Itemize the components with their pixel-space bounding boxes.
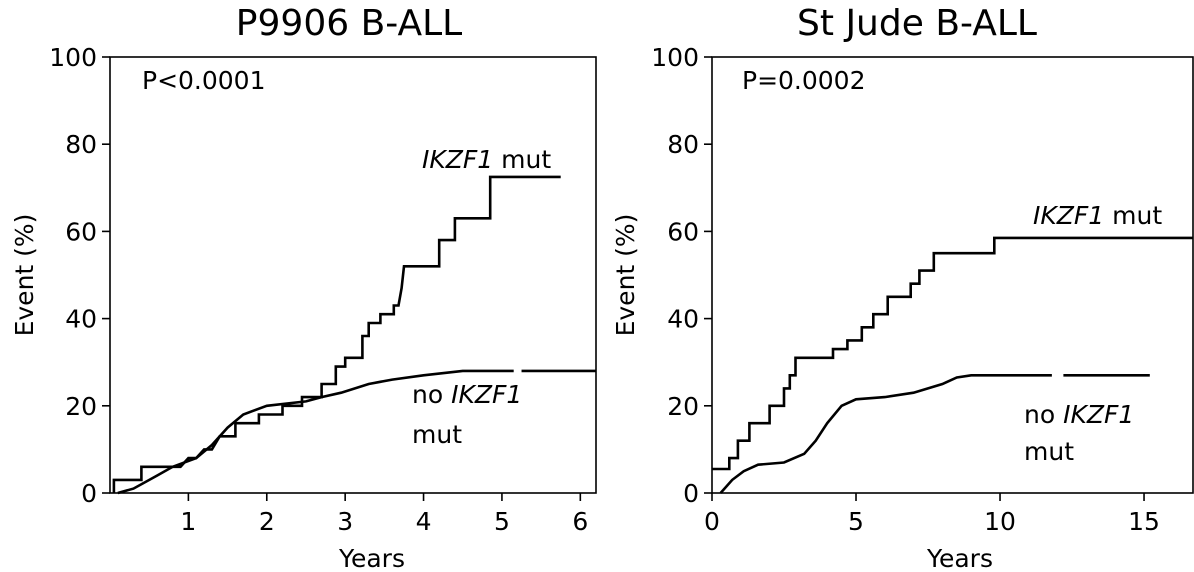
x-tick-label: 4 — [416, 507, 432, 536]
y-tick-label: 60 — [65, 217, 97, 246]
censor-gap — [513, 366, 522, 375]
gene-name: IKZF1 — [451, 380, 522, 409]
plot-frame — [109, 56, 597, 494]
y-axis: 0 20 40 60 80 100 — [49, 43, 110, 508]
y-tick-label: 60 — [667, 217, 699, 246]
label-prefix: no — [412, 380, 451, 409]
x-axis: 0 5 10 15 — [704, 493, 1160, 536]
panel-st-jude: St Jude B-ALL 0 20 40 60 80 100 0 5 10 15 Event … — [611, 3, 1194, 572]
series-label-no-ikzf1-mut-line2: mut — [412, 420, 462, 449]
gene-name: IKZF1 — [1063, 400, 1134, 429]
x-axis-label: Years — [338, 544, 405, 572]
series-label-ikzf1-mut: IKZF1 mut — [422, 145, 551, 174]
label-suffix: mut — [1104, 201, 1162, 230]
series-label-no-ikzf1-mut-line2: mut — [1024, 437, 1074, 466]
x-tick-label: 2 — [259, 507, 275, 536]
curves — [112, 175, 596, 495]
y-tick-label: 100 — [49, 43, 97, 72]
x-tick-label: 5 — [848, 507, 864, 536]
gene-name: IKZF1 — [422, 145, 493, 174]
curves — [712, 236, 1193, 494]
p-value-label: P<0.0001 — [142, 66, 266, 95]
y-tick-label: 80 — [667, 130, 699, 159]
x-tick-label: 5 — [494, 507, 510, 536]
x-tick-label: 0 — [704, 507, 720, 536]
x-tick-label: 6 — [572, 507, 588, 536]
curve-no-ikzf1-mut — [117, 369, 596, 495]
x-tick-label: 3 — [337, 507, 353, 536]
series-label-no-ikzf1-mut: no IKZF1 — [1024, 400, 1134, 429]
x-tick-label: 1 — [180, 507, 196, 536]
y-tick-label: 20 — [667, 392, 699, 421]
y-tick-label: 0 — [683, 479, 699, 508]
chart-title: P9906 B-ALL — [236, 3, 462, 44]
curve-ikzf1-mut — [112, 175, 561, 493]
panel-p9906: P9906 B-ALL 0 20 40 60 80 100 1 2 3 4 5 6 Event (%… — [10, 3, 597, 572]
series-label-no-ikzf1-mut: no IKZF1 — [412, 380, 522, 409]
curve-ikzf1-mut — [712, 236, 1193, 471]
y-axis-label: Event (%) — [611, 214, 640, 337]
label-suffix: mut — [493, 145, 551, 174]
p-value-label: P=0.0002 — [742, 66, 866, 95]
gene-name: IKZF1 — [1033, 201, 1104, 230]
y-tick-label: 40 — [65, 305, 97, 334]
plot-frame — [711, 56, 1194, 494]
curve-no-ikzf1-mut — [719, 374, 1150, 494]
y-tick-label: 100 — [651, 43, 699, 72]
y-tick-label: 80 — [65, 130, 97, 159]
label-prefix: no — [1024, 400, 1063, 429]
series-label-ikzf1-mut: IKZF1 mut — [1033, 201, 1162, 230]
y-tick-label: 20 — [65, 392, 97, 421]
x-axis: 1 2 3 4 5 6 — [180, 493, 588, 536]
y-tick-label: 40 — [667, 305, 699, 334]
x-axis-label: Years — [926, 544, 993, 572]
censor-gap — [1051, 371, 1064, 380]
x-tick-label: 10 — [984, 507, 1016, 536]
y-axis-label: Event (%) — [10, 214, 39, 337]
y-axis: 0 20 40 60 80 100 — [651, 43, 712, 508]
chart-title: St Jude B-ALL — [797, 3, 1037, 44]
y-tick-label: 0 — [81, 479, 97, 508]
x-tick-label: 15 — [1128, 507, 1160, 536]
